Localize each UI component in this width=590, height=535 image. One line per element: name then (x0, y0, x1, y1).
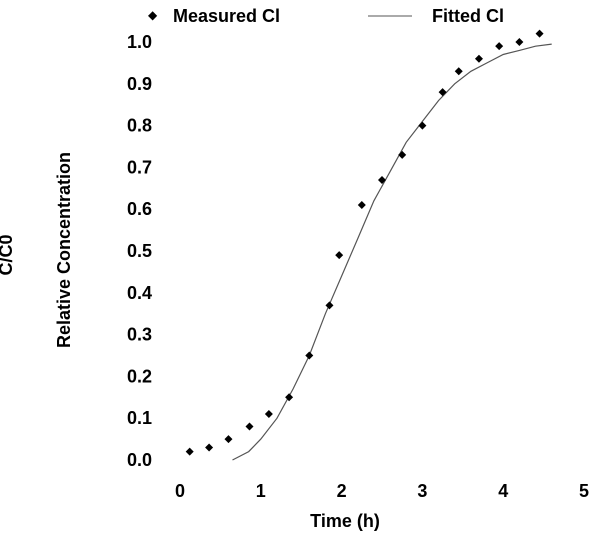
measured-point (495, 42, 504, 51)
y-tick-label: 0.8 (127, 116, 152, 136)
measured-point (438, 88, 447, 97)
y-tick-label: 0.6 (127, 199, 152, 219)
plot-area (185, 29, 552, 461)
legend-measured-marker-icon: ◆ (148, 8, 158, 22)
measured-point (398, 150, 407, 159)
x-axis-title: Time (h) (310, 511, 380, 531)
legend: ◆ Measured Cl Fitted Cl (148, 6, 504, 26)
measured-point (378, 175, 386, 184)
measured-point (245, 422, 254, 431)
measured-point (285, 393, 294, 402)
y-axis-title: Relative Concentration (54, 152, 74, 348)
measured-point (335, 251, 344, 260)
y-tick-label: 1.0 (127, 32, 152, 52)
y-tick-label: 0.9 (127, 74, 152, 94)
y-tick-label: 0.4 (127, 283, 152, 303)
fitted-line (232, 43, 552, 461)
measured-point (305, 351, 314, 360)
x-tick-label: 1 (256, 481, 266, 501)
measured-point (454, 67, 463, 76)
measured-point (185, 447, 194, 456)
x-tick-label: 0 (175, 481, 185, 501)
y-tick-label: 0.1 (127, 408, 152, 428)
x-tick-label: 5 (579, 481, 589, 501)
measured-point (535, 29, 544, 38)
x-tick-label: 3 (417, 481, 427, 501)
measured-point (205, 443, 214, 452)
measured-point (264, 410, 273, 419)
legend-measured-label: Measured Cl (173, 6, 280, 26)
y-axis-secondary-title: C/C0 (0, 234, 16, 275)
y-tick-label: 0.3 (127, 325, 152, 345)
measured-point (325, 301, 334, 310)
measured-point (224, 435, 233, 444)
legend-fitted-label: Fitted Cl (432, 6, 504, 26)
measured-point (357, 201, 366, 210)
y-tick-label: 0.5 (127, 241, 152, 261)
y-tick-label: 0.7 (127, 157, 152, 177)
measured-point (418, 121, 427, 130)
y-tick-label: 0.0 (127, 450, 152, 470)
measured-point (515, 38, 524, 46)
x-tick-label: 4 (498, 481, 508, 501)
tick-labels: 0 1 2 3 4 5 0.0 0.1 0.2 0.3 0.4 0.5 0.6 0.7 0.8 0.9 1.0 (127, 32, 589, 501)
x-tick-label: 2 (337, 481, 347, 501)
y-tick-label: 0.2 (127, 366, 152, 386)
measured-point (474, 54, 483, 63)
